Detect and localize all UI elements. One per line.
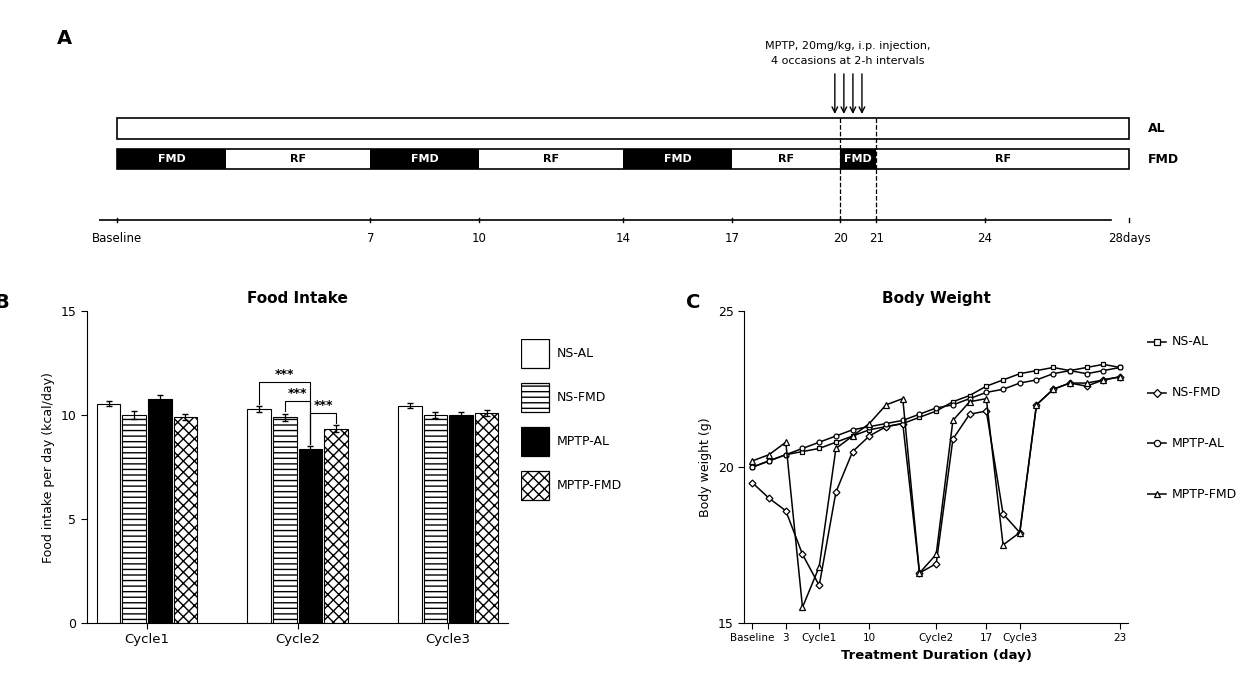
Y-axis label: Food intake per day (kcal/day): Food intake per day (kcal/day)	[42, 372, 55, 563]
Bar	[148, 399, 171, 623]
Text: 17: 17	[724, 232, 739, 245]
Text: MPTP-AL: MPTP-AL	[1172, 437, 1225, 450]
Text: FMD: FMD	[410, 154, 439, 164]
Bar	[118, 149, 1130, 169]
Bar	[732, 149, 841, 169]
Bar	[299, 450, 322, 623]
Bar	[624, 149, 732, 169]
Text: FMD: FMD	[157, 154, 185, 164]
Bar	[97, 403, 120, 623]
Text: 28days: 28days	[1109, 232, 1151, 245]
Bar	[521, 427, 549, 456]
Text: ***: ***	[314, 399, 334, 412]
Text: MPTP-FMD: MPTP-FMD	[1172, 487, 1238, 501]
Text: B: B	[0, 292, 9, 311]
Text: NS-AL: NS-AL	[1172, 335, 1209, 349]
X-axis label: Treatment Duration (day): Treatment Duration (day)	[841, 649, 1032, 662]
Text: RF: RF	[777, 154, 794, 164]
Text: ***: ***	[275, 368, 295, 381]
Text: RF: RF	[994, 154, 1011, 164]
Text: FMD: FMD	[663, 154, 692, 164]
Text: 10: 10	[471, 232, 486, 245]
Bar	[841, 149, 877, 169]
Bar	[118, 118, 1130, 139]
Bar	[521, 338, 549, 368]
Text: RF: RF	[543, 154, 559, 164]
Bar	[475, 413, 498, 623]
Title: Food Intake: Food Intake	[247, 291, 348, 306]
Bar	[324, 429, 347, 623]
Text: NS-FMD: NS-FMD	[1172, 386, 1221, 399]
Bar	[371, 149, 479, 169]
Bar	[226, 149, 371, 169]
Bar	[449, 415, 472, 623]
Bar	[521, 471, 549, 500]
Text: RF: RF	[290, 154, 306, 164]
Bar	[174, 417, 197, 623]
Text: NS-FMD: NS-FMD	[557, 391, 606, 403]
Text: 24: 24	[977, 232, 992, 245]
Bar	[479, 149, 624, 169]
Bar	[398, 406, 422, 623]
Bar	[521, 383, 549, 412]
Text: 4 occasions at 2-h intervals: 4 occasions at 2-h intervals	[771, 56, 924, 66]
Text: 14: 14	[616, 232, 631, 245]
Text: MPTP-AL: MPTP-AL	[557, 435, 610, 447]
Bar	[273, 417, 296, 623]
Title: Body Weight: Body Weight	[882, 291, 991, 306]
Text: Baseline: Baseline	[92, 232, 143, 245]
Text: NS-AL: NS-AL	[557, 347, 594, 359]
Text: 7: 7	[367, 232, 374, 245]
Text: C: C	[687, 292, 701, 311]
Text: AL: AL	[1147, 122, 1166, 135]
Text: FMD: FMD	[1147, 152, 1179, 166]
Text: 21: 21	[869, 232, 884, 245]
Bar	[424, 415, 448, 623]
Text: 20: 20	[833, 232, 848, 245]
Text: MPTP, 20mg/kg, i.p. injection,: MPTP, 20mg/kg, i.p. injection,	[765, 41, 930, 51]
Bar	[123, 415, 146, 623]
Text: FMD: FMD	[844, 154, 872, 164]
Text: A: A	[57, 29, 72, 48]
Text: ***: ***	[288, 387, 308, 399]
Text: MPTP-FMD: MPTP-FMD	[557, 479, 622, 492]
Bar	[248, 409, 272, 623]
Bar	[877, 149, 1130, 169]
Bar	[118, 149, 226, 169]
Y-axis label: Body weight (g): Body weight (g)	[699, 417, 712, 517]
